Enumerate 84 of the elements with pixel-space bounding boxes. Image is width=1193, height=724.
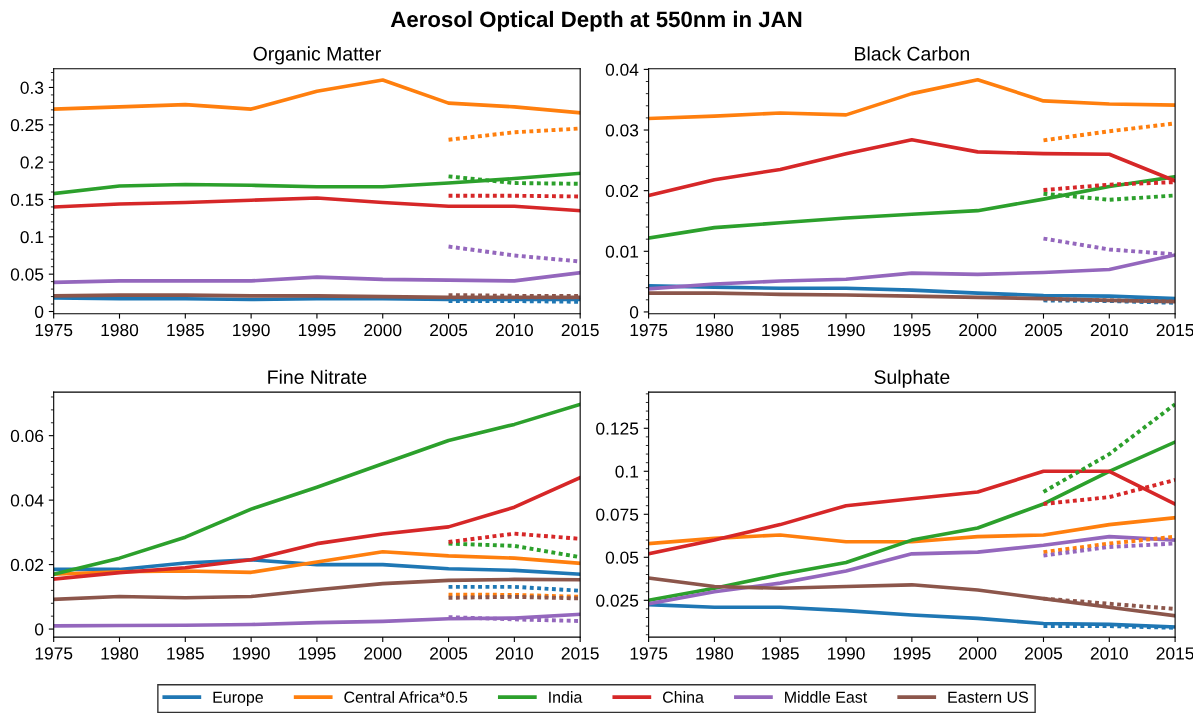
chart-title: Fine Nitrate (268, 369, 367, 384)
x-tick-label: 1985 (762, 323, 799, 337)
line-series (53, 270, 581, 285)
x-tick-label: 1980 (101, 647, 139, 660)
line-series (648, 440, 1176, 603)
y-tick-label: 0.06 (10, 429, 44, 443)
x-tick-label: 2015 (1156, 647, 1193, 660)
y-tick-label: 0 (34, 623, 44, 636)
legend-label: India (549, 691, 583, 703)
legend-label: Europe (213, 691, 263, 706)
x-tick-label: 1995 (298, 647, 336, 660)
x-tick-label: 2005 (430, 647, 468, 660)
x-tick-label: 2015 (1156, 323, 1193, 337)
line-series (648, 174, 1176, 240)
chart-title: Sulphate (874, 369, 950, 388)
x-tick-label: 2010 (495, 647, 533, 660)
x-tick-label: 1980 (696, 647, 734, 660)
x-tick-label: 2010 (1090, 647, 1128, 660)
x-tick-label: 1980 (696, 323, 734, 337)
x-tick-label: 1985 (167, 647, 204, 660)
x-tick-label: 1990 (233, 647, 270, 660)
chart-title: Organic Matter (253, 46, 381, 65)
line-series (648, 469, 1176, 556)
line-series (648, 77, 1176, 121)
legend-label: China (662, 691, 704, 703)
x-tick-label: 1990 (828, 647, 865, 660)
line-series (53, 577, 581, 602)
y-tick-label: 0.04 (605, 63, 639, 76)
y-tick-label: 0.05 (605, 551, 639, 564)
x-tick-label: 2000 (959, 323, 997, 337)
legend-label: Middle East (785, 691, 868, 703)
text: Aerosol Optical Depth at 550nm in JAN (390, 10, 802, 32)
legend-label: Central Africa*0.5 (344, 691, 468, 703)
chart-title: Black Carbon (855, 46, 969, 61)
y-tick-label: 0.02 (605, 184, 639, 198)
x-tick-label: 2010 (495, 323, 533, 337)
y-tick-label: 0.05 (10, 268, 44, 281)
x-tick-label: 1990 (233, 323, 270, 337)
line-series (53, 196, 581, 213)
y-tick-label: 0.025 (596, 594, 639, 607)
y-tick-label: 0.01 (605, 245, 639, 258)
y-tick-label: 0 (629, 306, 639, 319)
line-series (53, 475, 581, 581)
y-tick-label: 0.1 (615, 465, 639, 478)
x-tick-label: 2005 (430, 323, 468, 337)
x-tick-label: 1975 (630, 647, 668, 660)
x-tick-label: 2015 (561, 647, 599, 660)
y-tick-label: 0.125 (596, 422, 639, 435)
y-tick-label: 0.2 (20, 156, 44, 169)
x-tick-label: 2015 (561, 323, 599, 337)
x-tick-label: 2000 (364, 323, 402, 337)
x-tick-label: 2000 (959, 647, 997, 660)
legend-label: Eastern US (948, 691, 1029, 703)
x-tick-label: 1985 (167, 323, 204, 337)
y-tick-label: 0.1 (20, 230, 44, 244)
y-tick-label: 0.25 (10, 118, 44, 132)
x-tick-label: 2000 (364, 647, 402, 660)
y-tick-label: 0 (34, 305, 44, 318)
y-tick-label: 0.075 (596, 508, 639, 521)
x-tick-label: 1990 (828, 323, 865, 337)
line-series (53, 78, 581, 115)
x-tick-label: 1985 (762, 647, 799, 660)
y-tick-label: 0.3 (20, 81, 44, 94)
y-tick-label: 0.04 (10, 494, 44, 507)
line-series (648, 576, 1176, 618)
line-series (53, 171, 581, 196)
line-series (648, 515, 1176, 546)
x-tick-label: 1975 (630, 323, 668, 337)
x-tick-label: 1980 (101, 323, 139, 337)
x-tick-label: 1975 (35, 647, 73, 660)
y-tick-label: 0.02 (10, 558, 44, 572)
x-tick-label: 1995 (893, 647, 931, 660)
line-series (53, 612, 581, 628)
y-tick-label: 0.03 (605, 124, 639, 137)
line-series (648, 284, 1176, 301)
y-tick-label: 0.15 (10, 193, 44, 206)
line-series (648, 534, 1176, 606)
x-tick-label: 1975 (35, 323, 73, 337)
x-tick-label: 2010 (1090, 323, 1128, 337)
x-tick-label: 1995 (298, 323, 336, 337)
line-series (53, 402, 581, 577)
x-tick-label: 2005 (1025, 323, 1063, 337)
x-tick-label: 2005 (1025, 647, 1063, 660)
x-tick-label: 1995 (893, 323, 931, 337)
